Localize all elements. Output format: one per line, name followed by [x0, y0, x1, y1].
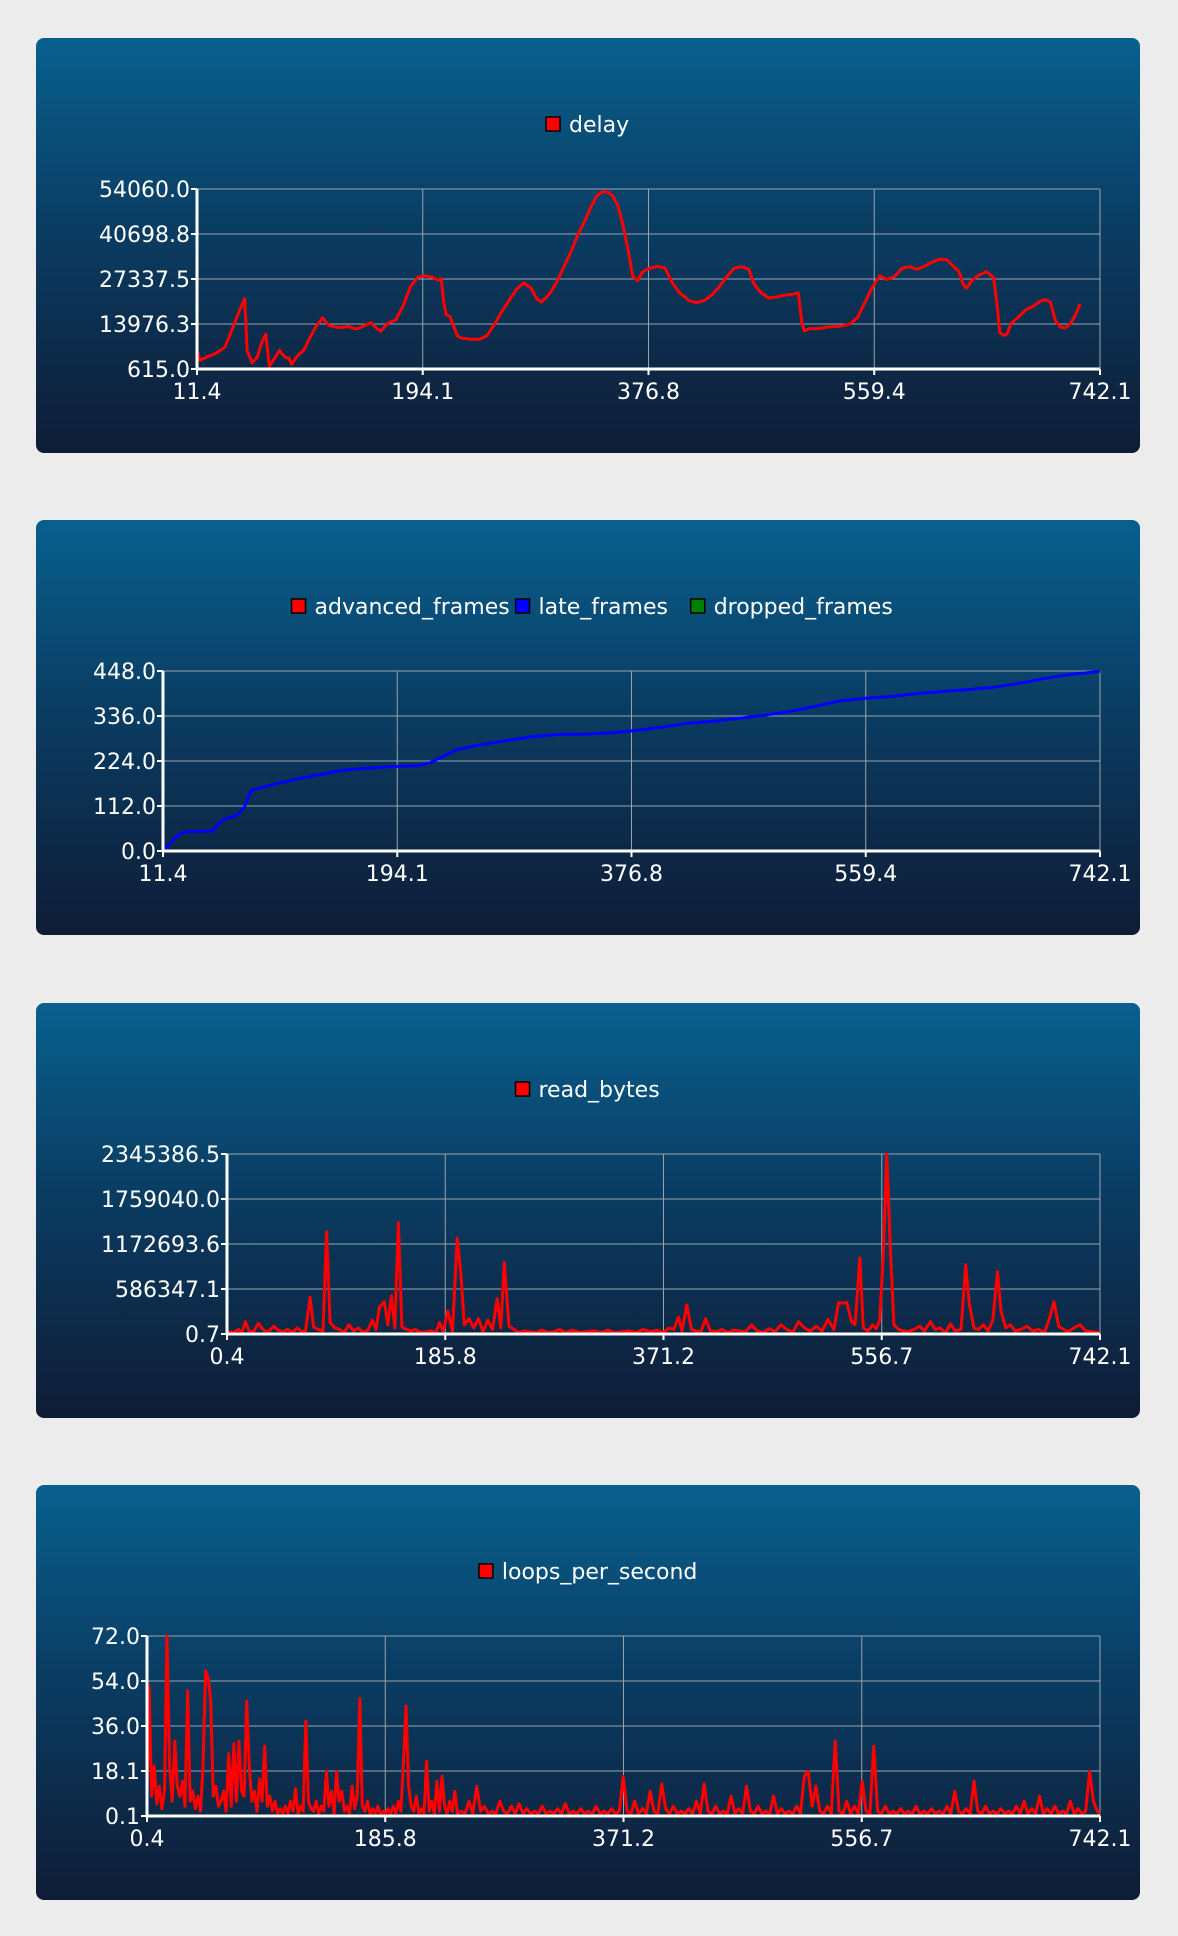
series-line-read-bytes [226, 1152, 1101, 1335]
legend-label: dropped_frames [714, 595, 893, 620]
legend-label: delay [569, 113, 629, 138]
x-tick-label: 559.4 [834, 862, 897, 887]
legend-item-dropped-frames: dropped_frames [689, 595, 893, 620]
legend-swatch [514, 1081, 531, 1097]
read-bytes-chart-panel: 0.7 586347.1 1172693.6 1759040.0 2345386.5 0.… [36, 1003, 1140, 1418]
y-tick-label: 72.0 [91, 1625, 140, 1650]
legend-item-advanced-frames: advanced_frames [290, 595, 510, 620]
delay-chart-panel: 615.0 13976.3 27337.5 40698.8 54060.0 11.4 194… [36, 38, 1140, 453]
legend-label: read_bytes [539, 1078, 660, 1103]
x-tick-label: 194.1 [391, 380, 454, 405]
y-tick-label: 0.0 [121, 840, 156, 865]
delay-chart: 615.0 13976.3 27337.5 40698.8 54060.0 11.4 194… [99, 113, 1132, 405]
legend-swatch [545, 116, 561, 132]
legend-item-late-frames: late_frames [514, 595, 668, 620]
y-tick-label: 615.0 [127, 358, 190, 383]
legend: read_bytes [514, 1078, 660, 1103]
y-tick-label: 224.0 [93, 750, 156, 775]
x-tick-label: 185.8 [414, 1345, 477, 1370]
x-tick-label: 11.4 [139, 862, 188, 887]
y-tick-label: 54060.0 [99, 178, 190, 203]
legend-label: loops_per_second [502, 1560, 697, 1585]
legend-label: late_frames [539, 595, 668, 620]
x-tick-label: 0.4 [210, 1345, 245, 1370]
y-tick-label: 13976.3 [99, 313, 190, 338]
x-tick-label: 0.4 [130, 1827, 165, 1852]
x-tick-label: 194.1 [366, 862, 429, 887]
legend: advanced_frames late_frames dropped_frames [290, 595, 893, 620]
y-tick-label: 40698.8 [99, 223, 190, 248]
y-tick-label: 2345386.5 [101, 1143, 220, 1168]
y-tick-label: 0.1 [105, 1805, 140, 1830]
x-tick-label: 185.8 [354, 1827, 417, 1852]
x-tick-label: 376.8 [617, 380, 680, 405]
y-tick-label: 112.0 [93, 795, 156, 820]
y-tick-label: 448.0 [93, 660, 156, 685]
y-tick-label: 36.0 [91, 1715, 140, 1740]
x-tick-label: 11.4 [173, 380, 222, 405]
loops-per-second-chart-panel: 0.1 18.1 36.0 54.0 72.0 0.4 185.8 371.2 556.7 742… [36, 1485, 1140, 1900]
legend-item-read-bytes: read_bytes [514, 1078, 660, 1103]
y-tick-label: 18.1 [91, 1760, 140, 1785]
x-tick-label: 742.1 [1069, 1827, 1132, 1852]
x-tick-label: 371.2 [592, 1827, 655, 1852]
legend: loops_per_second [478, 1560, 697, 1585]
y-tick-label: 1172693.6 [101, 1233, 220, 1258]
x-tick-label: 742.1 [1069, 862, 1132, 887]
y-tick-label: 336.0 [93, 705, 156, 730]
legend: delay [545, 113, 629, 138]
y-tick-label: 0.7 [185, 1323, 220, 1348]
y-tick-label: 54.0 [91, 1670, 140, 1695]
series-line-loops-per-second [145, 1634, 1102, 1816]
grid [162, 670, 1101, 852]
x-tick-label: 742.1 [1069, 380, 1132, 405]
legend-swatch [514, 598, 531, 614]
read-bytes-chart: 0.7 586347.1 1172693.6 1759040.0 2345386.5 0.… [101, 1078, 1132, 1370]
series-line-delay [195, 190, 1082, 368]
legend-item-delay: delay [545, 113, 629, 138]
y-tick-label: 27337.5 [99, 268, 190, 293]
legend-swatch [689, 598, 706, 614]
x-tick-label: 559.4 [843, 380, 906, 405]
series-line-late-frames [161, 669, 1101, 853]
x-tick-label: 742.1 [1069, 1345, 1132, 1370]
frames-chart: 0.0 112.0 224.0 336.0 448.0 11.4 194.1 376.8 559… [93, 595, 1132, 887]
y-tick-label: 1759040.0 [101, 1188, 220, 1213]
y-tick-label: 586347.1 [115, 1278, 220, 1303]
legend-swatch [478, 1563, 494, 1579]
loops-per-second-chart: 0.1 18.1 36.0 54.0 72.0 0.4 185.8 371.2 556.7 742… [91, 1560, 1132, 1852]
frames-chart-panel: 0.0 112.0 224.0 336.0 448.0 11.4 194.1 376.8 559… [36, 520, 1140, 935]
x-tick-label: 371.2 [632, 1345, 695, 1370]
grid [196, 188, 1101, 370]
x-tick-label: 376.8 [600, 862, 663, 887]
x-tick-label: 556.7 [830, 1827, 893, 1852]
legend-label: advanced_frames [315, 595, 510, 620]
x-tick-label: 556.7 [850, 1345, 913, 1370]
legend-item-loops-per-second: loops_per_second [478, 1560, 697, 1585]
legend-swatch [290, 598, 307, 614]
